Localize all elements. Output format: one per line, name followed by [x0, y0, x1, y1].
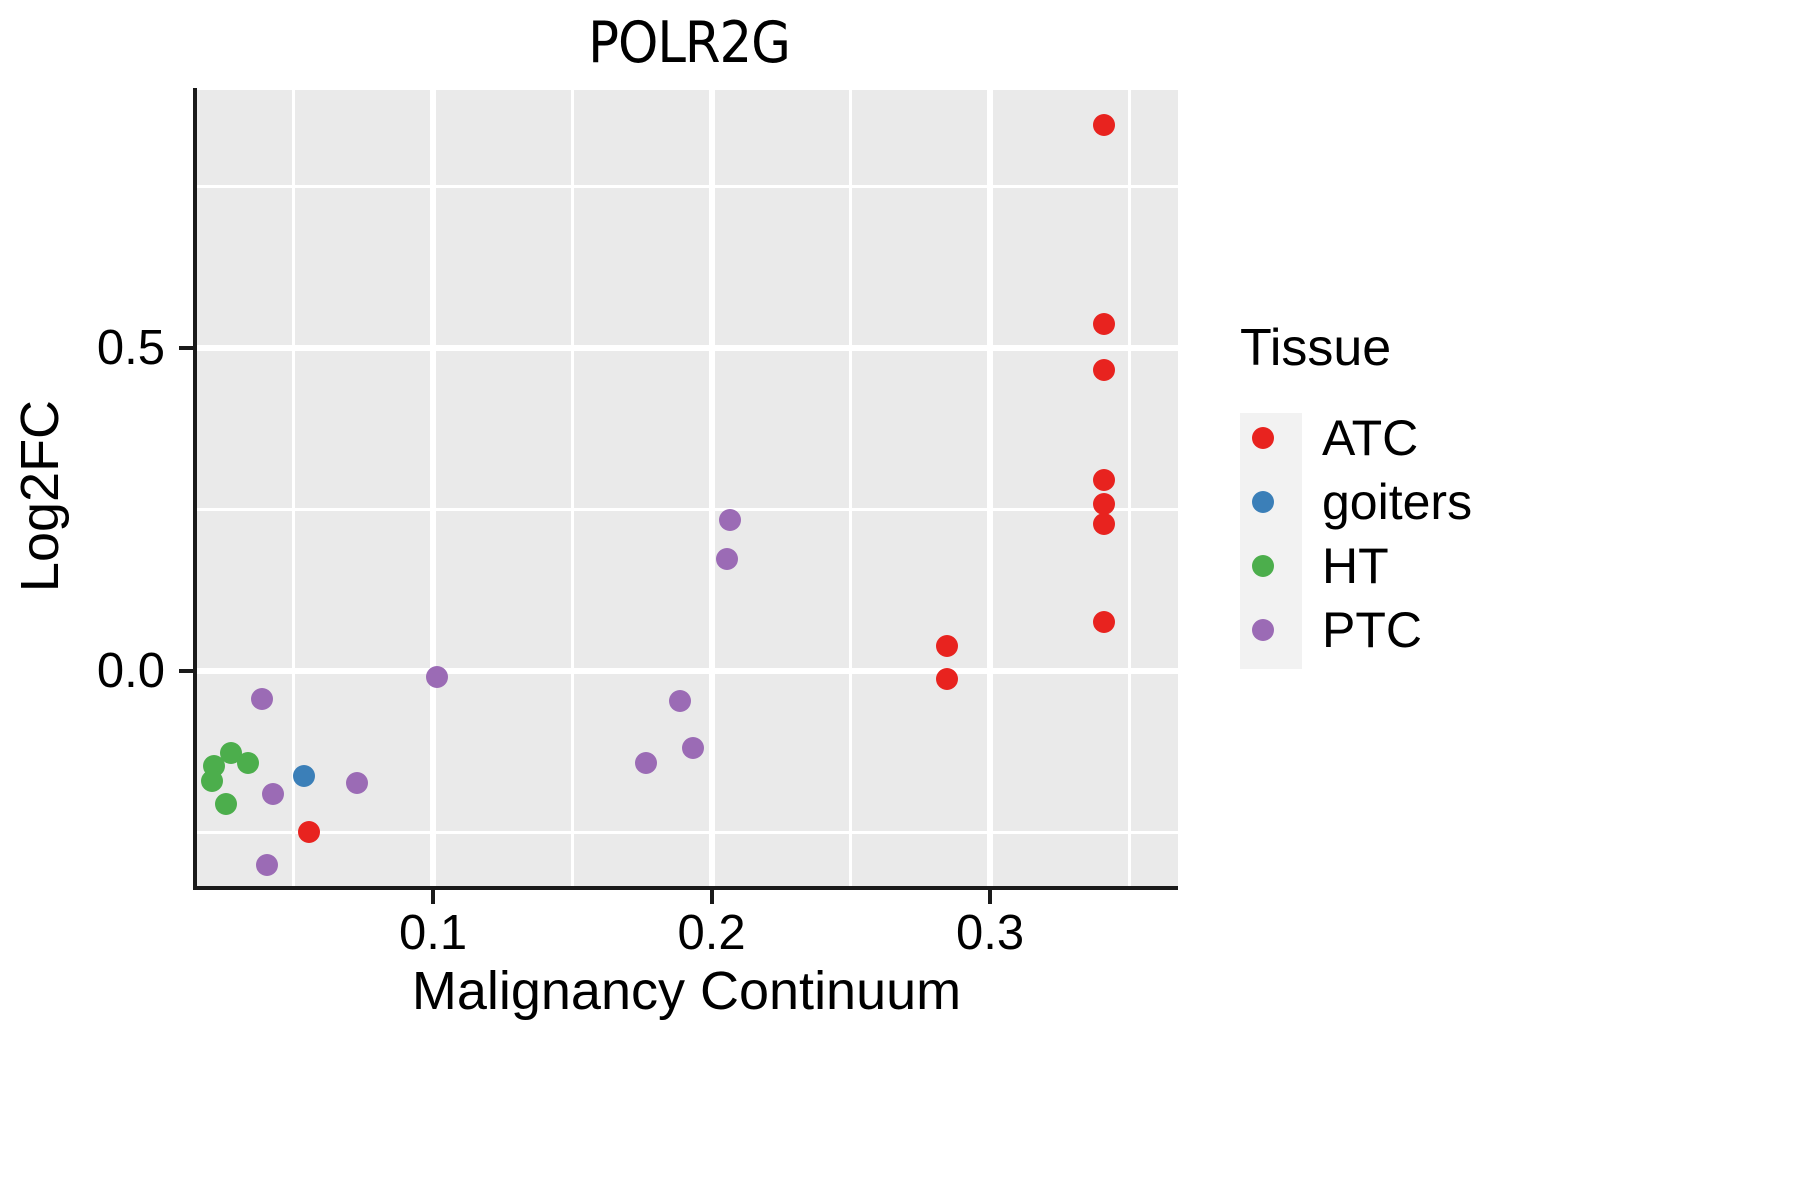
- legend-key-icon: [1232, 406, 1294, 470]
- data-point-ht: [220, 742, 243, 765]
- legend: Tissue ATC goiters HT PTC: [1232, 318, 1652, 669]
- gridline-x-major: [987, 90, 994, 888]
- y-axis-title: Log2FC: [10, 399, 70, 593]
- legend-key-icon: [1232, 470, 1294, 534]
- gridline-x-minor: [1127, 90, 1131, 888]
- legend-item-goiters[interactable]: goiters: [1232, 470, 1652, 534]
- gridline-x-minor: [570, 90, 574, 888]
- y-axis-line: [193, 88, 197, 890]
- gridline-y-minor: [195, 185, 1178, 189]
- data-point-ptc: [668, 689, 691, 712]
- legend-item-ht[interactable]: HT: [1232, 534, 1652, 598]
- data-point-atc: [1093, 312, 1116, 335]
- data-point-ptc: [715, 548, 738, 571]
- data-point-atc: [1093, 492, 1116, 515]
- legend-items: ATC goiters HT PTC: [1232, 406, 1652, 662]
- data-point-ptc: [426, 666, 449, 689]
- data-point-ptc: [635, 752, 658, 775]
- x-tick-label: 0.2: [677, 906, 746, 960]
- gridline-y-major: [195, 667, 1178, 674]
- legend-dot-icon: [1252, 491, 1274, 513]
- gridline-x-major: [430, 90, 437, 888]
- data-point-ptc: [250, 687, 273, 710]
- gridline-y-major: [195, 345, 1178, 352]
- gridline-y-minor: [195, 507, 1178, 511]
- data-point-atc: [1093, 469, 1116, 492]
- legend-dot-icon: [1252, 619, 1274, 641]
- data-point-ht: [214, 793, 237, 816]
- y-tick-label: 0.0: [96, 643, 165, 698]
- x-tick: [431, 890, 436, 904]
- y-tick: [179, 668, 193, 673]
- x-tick-label: 0.1: [399, 906, 468, 960]
- data-point-goiters: [292, 765, 315, 788]
- data-point-ptc: [682, 736, 705, 759]
- legend-item-label: ATC: [1322, 410, 1419, 466]
- data-point-ht: [236, 752, 259, 775]
- page-title: POLR2G: [588, 10, 791, 76]
- data-point-ptc: [261, 783, 284, 806]
- legend-item-label: PTC: [1322, 602, 1422, 658]
- data-point-atc: [935, 668, 958, 691]
- legend-item-ptc[interactable]: PTC: [1232, 598, 1652, 662]
- legend-item-label: goiters: [1322, 474, 1473, 530]
- data-point-atc: [1093, 611, 1116, 634]
- data-point-ptc: [256, 854, 279, 877]
- data-point-atc: [1093, 359, 1116, 382]
- data-point-atc: [1093, 513, 1116, 536]
- data-point-atc: [298, 821, 321, 844]
- x-axis-line: [193, 886, 1178, 890]
- gridline-x-minor: [292, 90, 296, 888]
- legend-title: Tissue: [1240, 319, 1392, 377]
- y-tick: [179, 346, 193, 351]
- data-point-atc: [935, 634, 958, 657]
- legend-item-atc[interactable]: ATC: [1232, 406, 1652, 470]
- y-tick-label: 0.5: [96, 321, 165, 376]
- x-tick-label: 0.3: [955, 906, 1025, 960]
- x-tick: [709, 890, 714, 904]
- gridline-y-minor: [195, 830, 1178, 834]
- data-point-atc: [1093, 114, 1116, 137]
- legend-item-label: HT: [1322, 538, 1389, 594]
- legend-key-icon: [1232, 598, 1294, 662]
- data-point-ptc: [345, 772, 368, 795]
- legend-dot-icon: [1252, 555, 1274, 577]
- x-axis-title: Malignancy Continuum: [411, 961, 962, 1021]
- gridline-x-minor: [849, 90, 853, 888]
- gridline-x-major: [708, 90, 715, 888]
- plot-panel: [195, 90, 1178, 888]
- legend-key-icon: [1232, 534, 1294, 598]
- legend-dot-icon: [1252, 427, 1274, 449]
- data-point-ptc: [718, 509, 741, 532]
- data-point-ht: [200, 770, 223, 793]
- x-tick: [988, 890, 993, 904]
